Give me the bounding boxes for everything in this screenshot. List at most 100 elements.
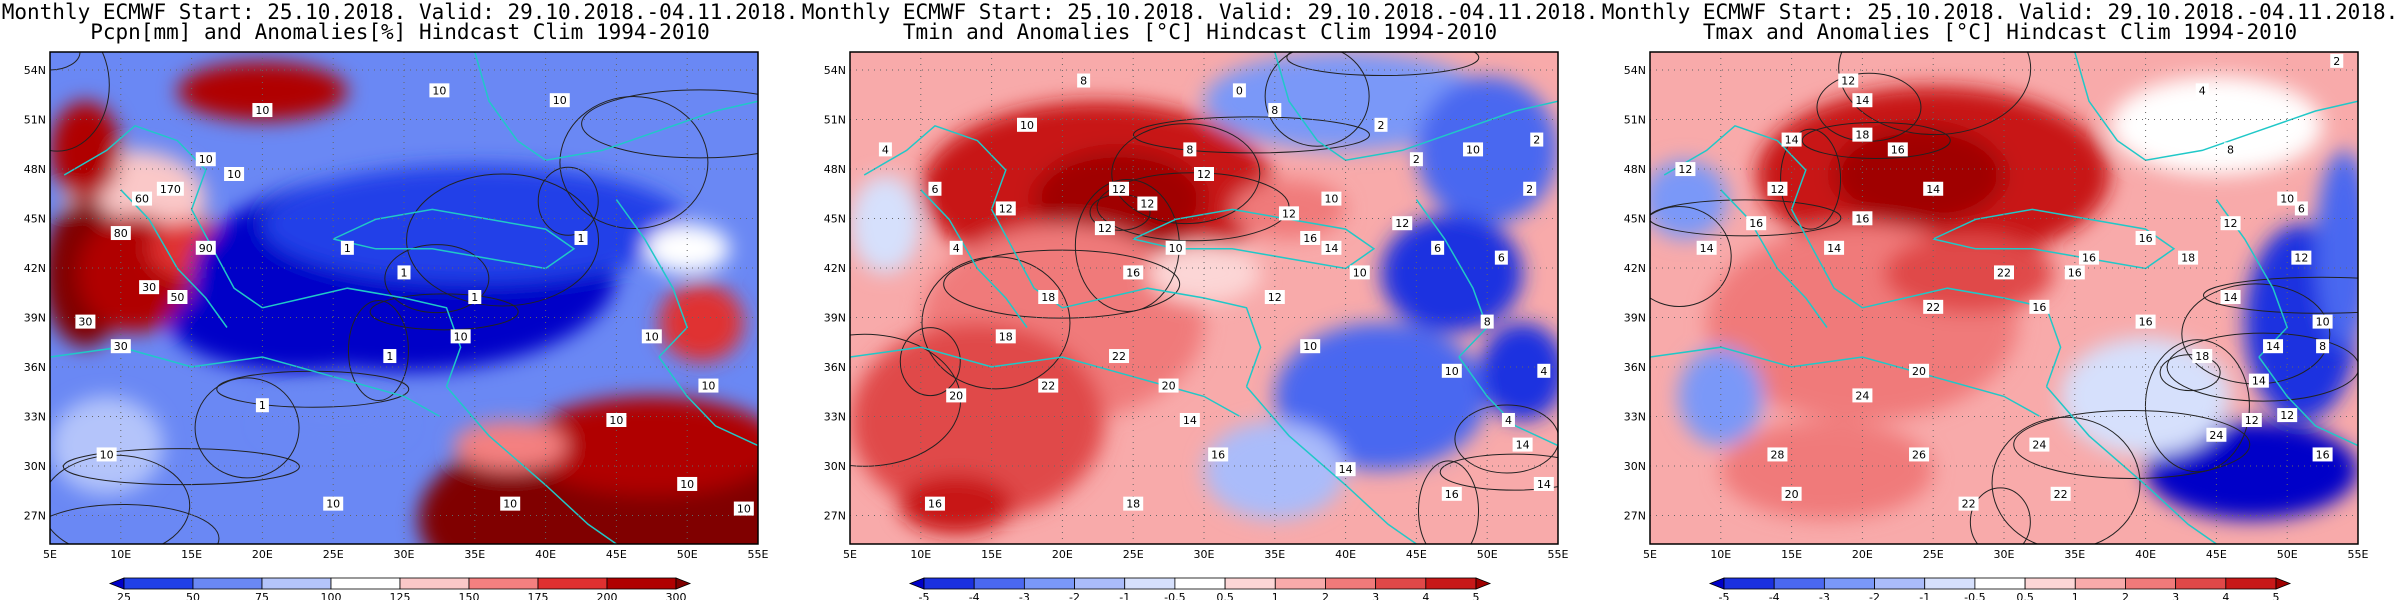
colorbar-high-arrow	[2275, 577, 2292, 590]
lon-tick-label: 35E	[1264, 548, 1285, 561]
lon-tick-label: 15E	[1781, 548, 1802, 561]
lat-tick-label: 39N	[24, 312, 46, 325]
contour-label-box	[2029, 299, 2050, 314]
contour-label: 2	[1413, 153, 1420, 166]
anomaly-blob	[1204, 421, 1346, 520]
contour-label-box	[195, 152, 216, 167]
contour-label-box	[1208, 447, 1229, 462]
contour-value-labels: 8810121284226121210101212161618182222202…	[878, 73, 1554, 511]
coastline	[120, 189, 228, 328]
contour-label: 60	[135, 193, 149, 206]
contour-label: 10	[645, 330, 659, 343]
colorbar-label: -4	[1769, 591, 1780, 600]
colorbar-label: 1	[1272, 591, 1279, 600]
contour-label-box	[1994, 265, 2014, 280]
lon-tick-label: 20E	[1052, 548, 1073, 561]
contour-label: 6	[1498, 252, 1505, 265]
contour-label-box	[1137, 196, 1158, 211]
colorbar-label: 2	[2122, 591, 2129, 600]
lat-tick-label: 42N	[1624, 262, 1646, 275]
colorbar-low-arrow	[1708, 577, 1725, 590]
anomaly-blob	[850, 322, 1105, 520]
lat-tick-label: 30N	[1624, 460, 1646, 473]
colorbar-swatch	[2125, 577, 2177, 590]
colorbar-label: 175	[528, 591, 549, 600]
contour-label-box	[1038, 378, 1059, 393]
lon-tick-label: 10E	[910, 548, 931, 561]
contour-label: 8	[2319, 340, 2326, 353]
contour-label-box	[2277, 408, 2298, 423]
lat-tick-label: 36N	[824, 361, 846, 374]
contour-label: 10	[680, 478, 694, 491]
contour-label: 2	[1526, 183, 1533, 196]
coastline	[863, 124, 1063, 309]
lat-tick-label: 48N	[1624, 163, 1646, 176]
coastline	[2258, 356, 2358, 447]
contour-label: 12	[1282, 207, 1296, 220]
contour-label: 10	[1445, 365, 1459, 378]
anomaly-blob	[1834, 125, 2004, 225]
contour-line	[1991, 416, 2141, 544]
contour-label-box	[224, 167, 245, 181]
colorbar-swatch	[1375, 577, 1427, 590]
panel-title-line2: Pcpn[mm] and Anomalies[%] Hindcast Clim …	[90, 20, 710, 44]
contour-label: 0	[1236, 84, 1243, 97]
colorbar-swatch	[261, 577, 332, 590]
contour-label: 22	[1926, 301, 1940, 314]
colorbar-low-arrow	[908, 577, 925, 590]
contour-label: 24	[2032, 439, 2046, 452]
contour-label: 1	[259, 399, 266, 412]
contour-label: 16	[928, 498, 942, 511]
contour-label: 10	[2280, 193, 2294, 206]
anomaly-blob	[262, 165, 688, 284]
anomaly-blob	[1720, 421, 1934, 520]
contour-label-box	[2220, 290, 2241, 304]
contour-label-box	[995, 329, 1016, 344]
panel-title-line1: Monthly ECMWF Start: 25.10.2018. Valid: …	[1601, 0, 2399, 24]
anomaly-blob	[50, 101, 121, 200]
lon-tick-label: 50E	[677, 548, 698, 561]
coastline	[1458, 356, 1558, 447]
colorbar-swatch	[2074, 577, 2126, 590]
contour-label-box	[2330, 53, 2344, 68]
contour-label: 12	[2280, 409, 2294, 422]
colorbar-swatch	[1874, 577, 1926, 590]
contour-label: 22	[1041, 380, 1055, 393]
contour-label: 14	[1324, 242, 1338, 255]
contour-label: 80	[114, 227, 128, 240]
colorbar-label: 5	[2273, 591, 2280, 600]
colorbar-label: -4	[969, 591, 980, 600]
contour-line	[1650, 206, 1732, 308]
lon-tick-label: 15E	[981, 548, 1002, 561]
contour-label-box	[924, 496, 945, 511]
contour-label-box	[1501, 413, 1515, 427]
lat-tick-label: 33N	[824, 411, 846, 424]
contour-label-box	[641, 329, 662, 344]
colorbar-label: 150	[459, 591, 480, 600]
contour-label-box	[1038, 290, 1059, 304]
contour-label-box	[1183, 142, 1197, 157]
contour-line	[1418, 460, 1480, 544]
contour-value-labels: 1214141618141616141212141616181622222024…	[1675, 53, 2344, 511]
contour-line	[1439, 453, 1558, 491]
contour-label: 10	[737, 503, 751, 516]
contour-label-box	[1431, 240, 1445, 255]
contour-label-box	[1923, 299, 1944, 314]
coastline	[920, 189, 1028, 328]
lat-tick-label: 54N	[824, 64, 846, 77]
contour-label-box	[606, 413, 627, 427]
contour-label: 14	[1855, 94, 1869, 107]
contour-label: 10	[1466, 143, 1480, 156]
contour-lines	[850, 52, 1558, 544]
contour-line	[2013, 409, 2251, 479]
contour-label: 12	[1268, 291, 1282, 304]
contour-label: 8	[2227, 143, 2234, 156]
contour-label-box	[2135, 230, 2156, 245]
contour-line	[194, 377, 300, 479]
contour-label: 4	[1505, 414, 1512, 427]
contour-label: 14	[1926, 183, 1940, 196]
contour-label: 18	[1126, 498, 1140, 511]
contour-label: 14	[2252, 375, 2266, 388]
colorbar-swatch	[2225, 577, 2277, 590]
colorbar-label: 200	[597, 591, 618, 600]
